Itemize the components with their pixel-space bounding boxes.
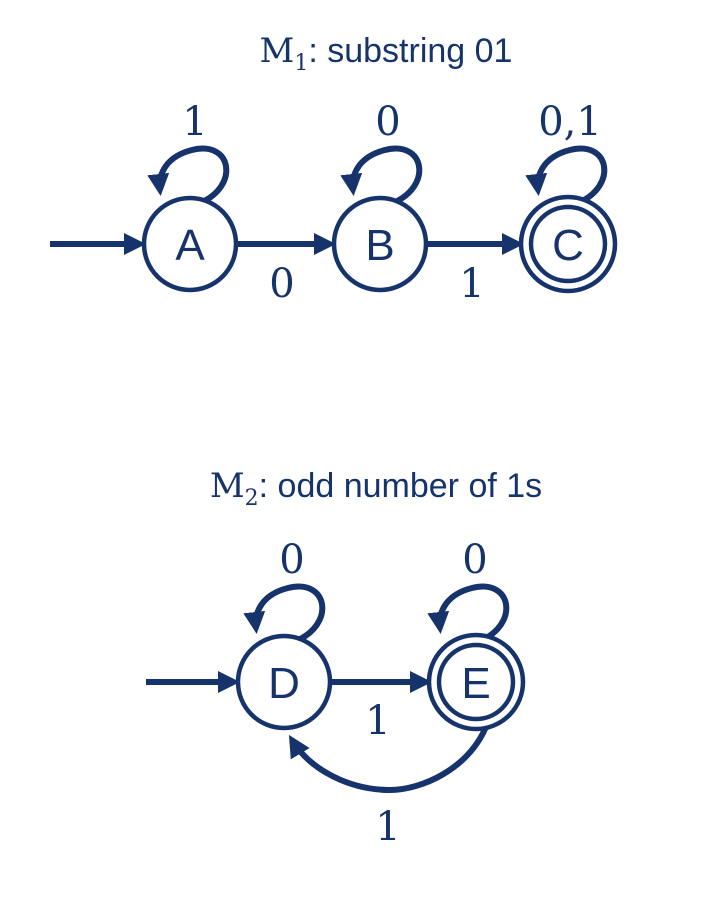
state-e-inner-circle bbox=[436, 642, 516, 722]
state-b-circle bbox=[331, 195, 429, 293]
edge-b-c-label: 1 bbox=[459, 261, 484, 307]
self-loop-c-label: 0,1 bbox=[538, 99, 602, 145]
machine-m2-title-m: M bbox=[210, 466, 245, 506]
machine-m2-title: M2: odd number of 1s bbox=[210, 466, 542, 511]
self-loop-a-label: 1 bbox=[182, 99, 207, 145]
machine-m1-title-m: M bbox=[260, 31, 295, 71]
state-c-label: C bbox=[552, 221, 584, 270]
machine-m2: M2: odd number of 1s 1 1 0 0 D E bbox=[146, 466, 542, 850]
self-loop-e bbox=[427, 583, 510, 644]
state-e: E bbox=[426, 632, 526, 732]
self-loop-d bbox=[243, 583, 326, 644]
machine-m1-title-rest: : substring 01 bbox=[308, 32, 512, 70]
state-d: D bbox=[235, 633, 333, 731]
state-e-label: E bbox=[461, 659, 490, 708]
state-d-circle bbox=[235, 633, 333, 731]
self-loop-d-label: 0 bbox=[279, 537, 304, 583]
machine-m1: M1: substring 01 0 1 1 0 0,1 A B bbox=[50, 31, 618, 307]
edge-e-d-label: 1 bbox=[375, 804, 400, 850]
self-loop-c bbox=[525, 145, 608, 206]
machine-m2-title-sub: 2 bbox=[245, 486, 259, 511]
state-a-circle bbox=[141, 195, 239, 293]
self-loop-b-label: 0 bbox=[375, 99, 400, 145]
machine-m1-title: M1: substring 01 bbox=[260, 31, 513, 76]
state-c-inner-circle bbox=[528, 204, 608, 284]
state-b: B bbox=[331, 195, 429, 293]
machine-m2-title-rest: : odd number of 1s bbox=[259, 467, 543, 505]
self-loop-a bbox=[147, 145, 230, 206]
machine-m1-title-sub: 1 bbox=[294, 51, 308, 76]
self-loop-b bbox=[340, 145, 423, 206]
edge-a-b-label: 0 bbox=[269, 261, 294, 307]
state-d-label: D bbox=[268, 659, 300, 708]
state-b-label: B bbox=[365, 221, 394, 270]
edge-e-d bbox=[288, 720, 491, 794]
self-loop-e-label: 0 bbox=[462, 537, 487, 583]
state-a: A bbox=[141, 195, 239, 293]
state-a-label: A bbox=[175, 221, 205, 270]
state-c: C bbox=[518, 194, 618, 294]
edge-d-e-label: 1 bbox=[365, 698, 390, 744]
